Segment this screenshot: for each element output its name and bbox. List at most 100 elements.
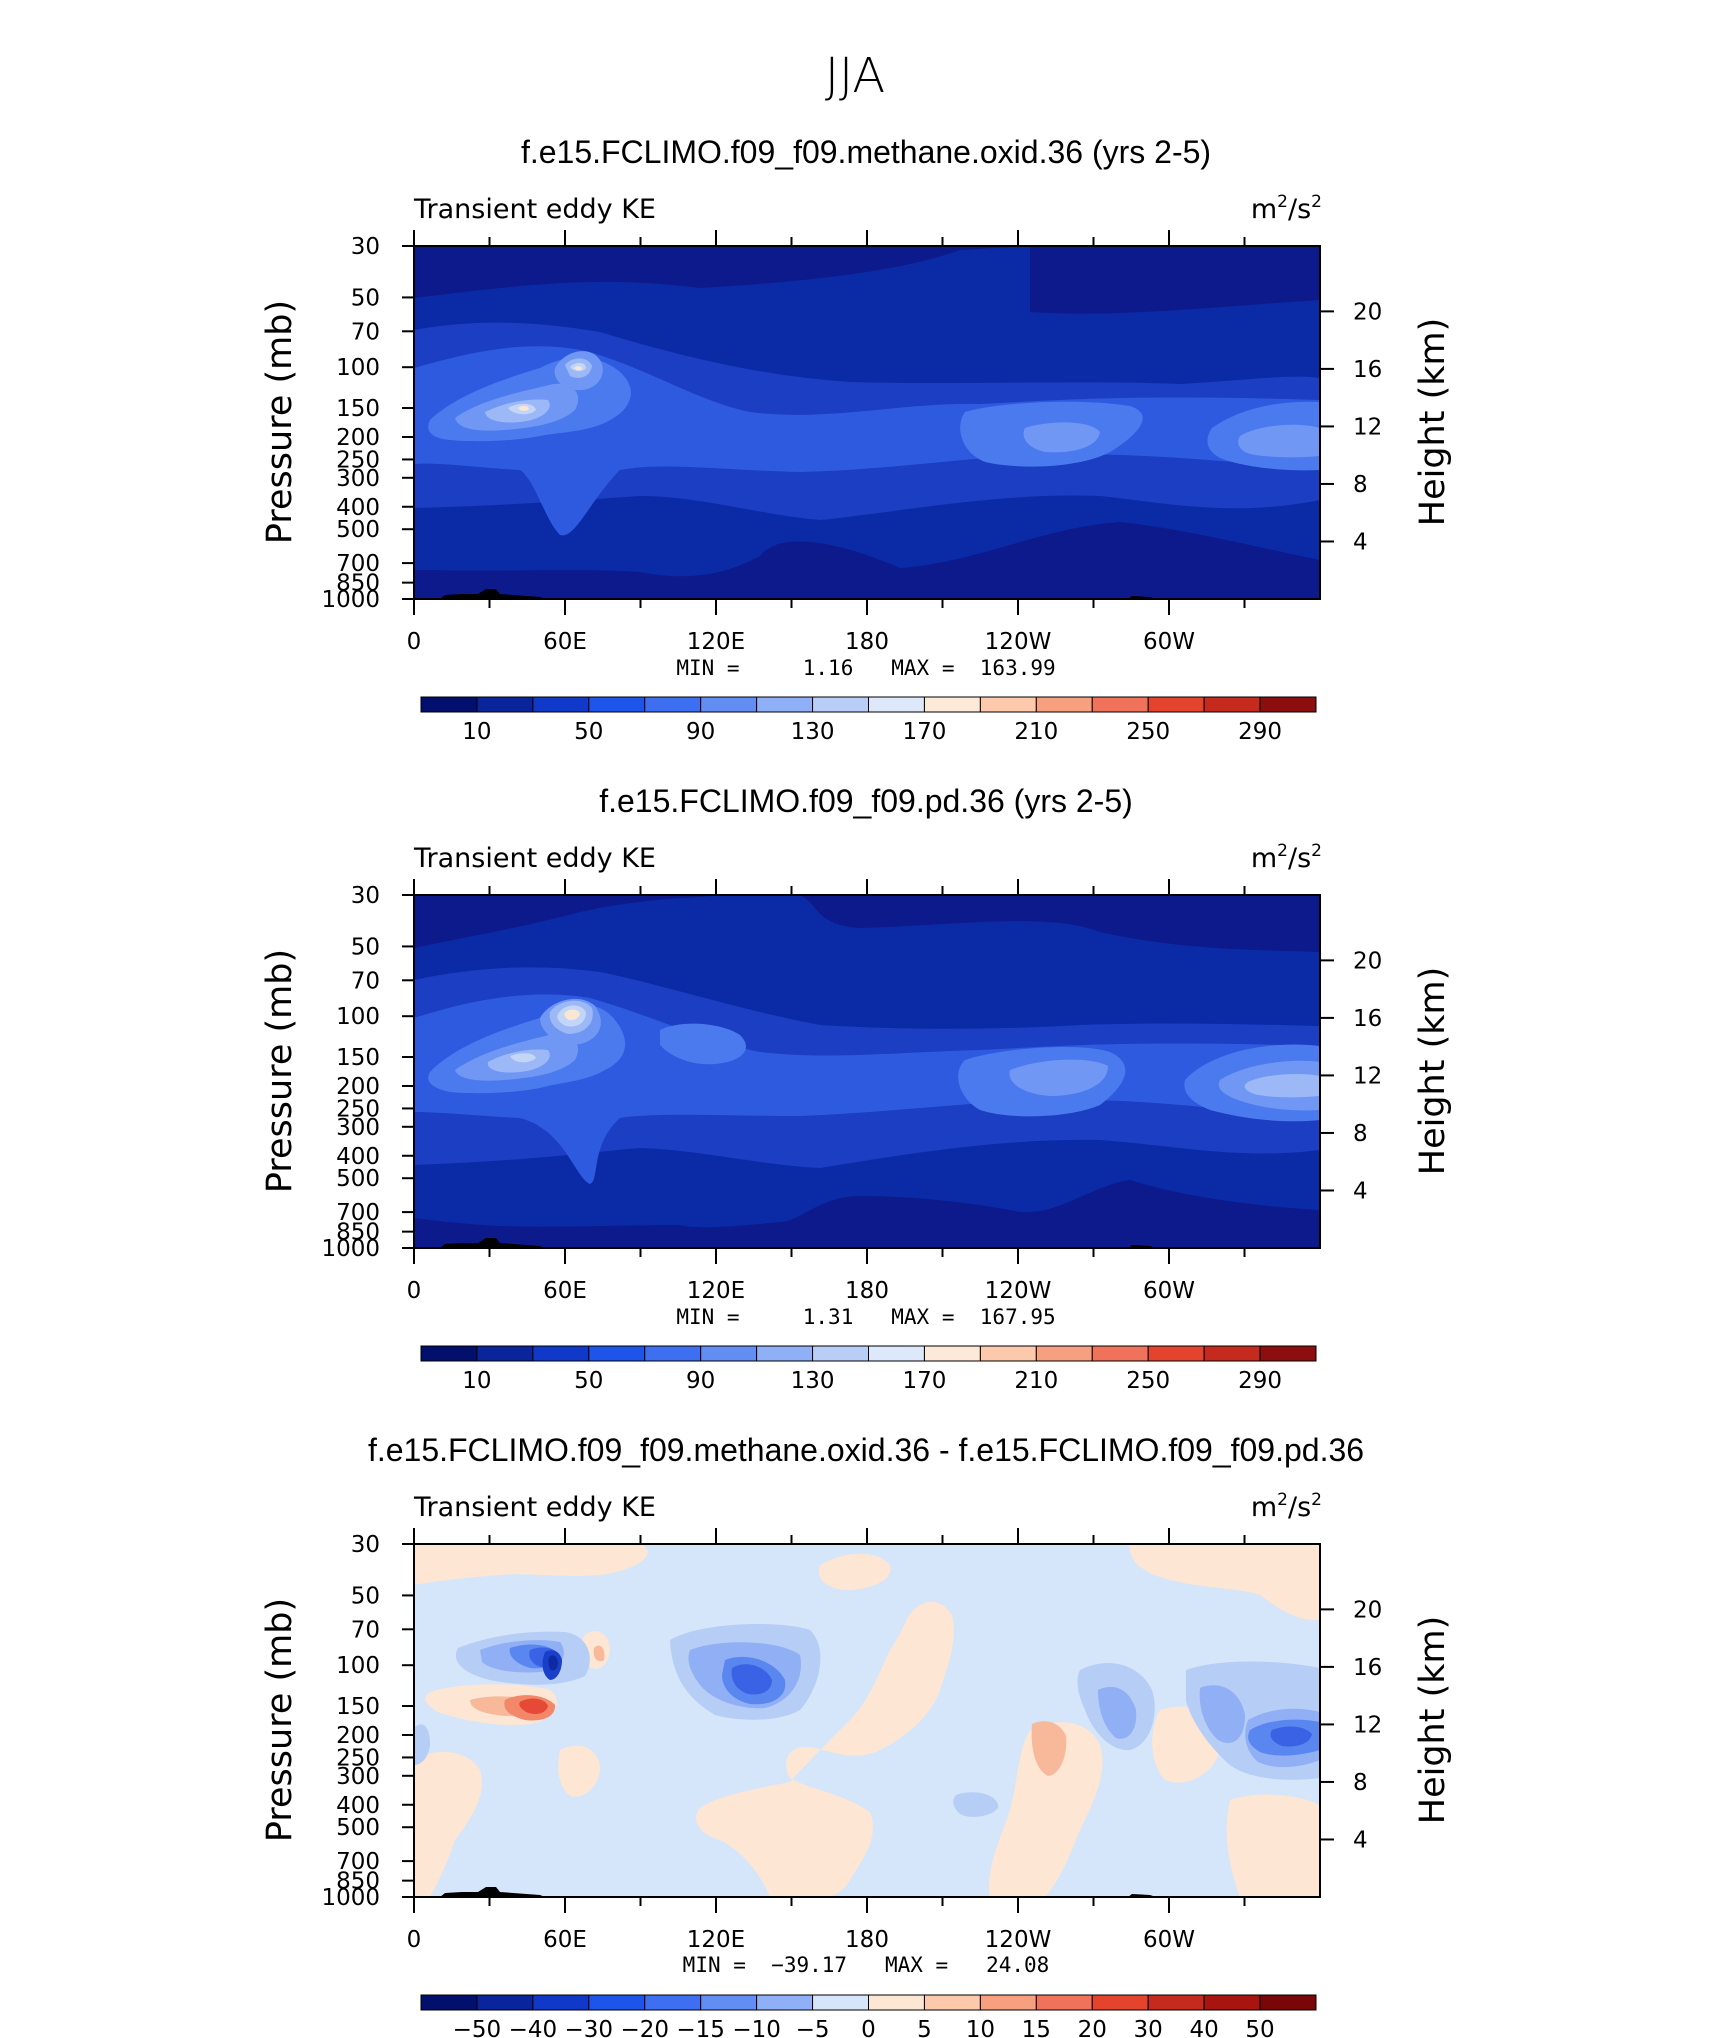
panel-3-y-right-label: Height (km) [1413, 1616, 1453, 1825]
colorbar-box [1203, 1994, 1261, 2011]
y-tick-label: 1000 [321, 1885, 380, 1911]
y-tick-label: 500 [336, 517, 380, 543]
panel-1-y-right-label: Height (km) [1413, 318, 1453, 527]
y-tick-label: 500 [336, 1815, 380, 1841]
panel-3-units-sup2: 2 [1311, 1490, 1322, 1510]
colorbar-box [420, 1345, 478, 1362]
y2-tick-label: 12 [1353, 414, 1382, 440]
colorbar-label: 40 [1189, 2017, 1218, 2038]
y2-tick-label: 4 [1353, 1178, 1368, 1204]
colorbar-label: 30 [1134, 2017, 1163, 2038]
panel-1-y-left-label: Pressure (mb) [260, 300, 300, 544]
colorbar-label: 50 [574, 1368, 603, 1394]
y-tick-label: 300 [336, 1764, 380, 1790]
panel-1-title: f.e15.FCLIMO.f09_f09.methane.oxid.36 (yr… [521, 134, 1211, 170]
x-tick-label: 60W [1143, 1278, 1195, 1304]
colorbar-label: 20 [1078, 2017, 1107, 2038]
y2-tick-label: 12 [1353, 1712, 1382, 1738]
colorbar-label: −40 [509, 2017, 558, 2038]
y2-tick-label: 8 [1353, 1770, 1368, 1796]
y-tick-label: 70 [351, 968, 380, 994]
y2-tick-label: 16 [1353, 1006, 1382, 1032]
colorbar-box [420, 1994, 478, 2011]
colorbar-box [1259, 1994, 1317, 2011]
panel-2-y-left-label: Pressure (mb) [260, 949, 300, 1193]
y2-tick-label: 8 [1353, 1121, 1368, 1147]
colorbar-label: 290 [1238, 719, 1282, 745]
y-tick-label: 250 [336, 1096, 380, 1122]
x-tick-label: 120W [985, 1927, 1052, 1953]
colorbar-label: −10 [732, 2017, 781, 2038]
y2-tick-label: 8 [1353, 472, 1368, 498]
y-tick-label: 400 [336, 1793, 380, 1819]
y-tick-label: 200 [336, 425, 380, 451]
colorbar-box [756, 696, 814, 713]
colorbar-box [923, 1345, 981, 1362]
colorbar-box [1147, 1345, 1205, 1362]
colorbar-box [476, 696, 534, 713]
colorbar-box [923, 1994, 981, 2011]
x-tick-label: 180 [845, 1927, 889, 1953]
panel-3-title: f.e15.FCLIMO.f09_f09.methane.oxid.36 - f… [368, 1432, 1364, 1468]
colorbar-label: 10 [966, 2017, 995, 2038]
y-tick-label: 250 [336, 447, 380, 473]
y-tick-label: 500 [336, 1166, 380, 1192]
colorbar-label: 90 [686, 719, 715, 745]
y-tick-label: 1000 [321, 1236, 380, 1262]
panel-1-units-base: m [1251, 194, 1277, 225]
panel-2-title: f.e15.FCLIMO.f09_f09.pd.36 (yrs 2-5) [599, 783, 1133, 819]
colorbar-box [868, 1345, 925, 1362]
y2-tick-label: 4 [1353, 529, 1368, 555]
x-tick-label: 60E [543, 629, 587, 655]
panel-3-units: m2/s2 [1251, 1490, 1322, 1523]
colorbar-box [756, 1994, 814, 2011]
y-tick-label: 300 [336, 1115, 380, 1141]
panel-2-contours [414, 895, 1320, 1248]
colorbar-label: 10 [462, 719, 491, 745]
y-tick-label: 150 [336, 396, 380, 422]
colorbar-label: 250 [1126, 719, 1170, 745]
colorbar-box [532, 1994, 590, 2011]
y2-tick-label: 20 [1353, 1597, 1382, 1623]
panel-2-units-base: m [1251, 843, 1277, 874]
colorbar-label: −5 [796, 2017, 830, 2038]
colorbar-label: 15 [1022, 2017, 1051, 2038]
colorbar-box [1203, 696, 1261, 713]
colorbar-box [979, 1994, 1037, 2011]
colorbar-label: 0 [861, 2017, 876, 2038]
colorbar-label: −15 [676, 2017, 725, 2038]
x-tick-label: 120W [985, 1278, 1052, 1304]
panel-3-units-sup1: 2 [1277, 1490, 1288, 1510]
x-tick-label: 180 [845, 629, 889, 655]
y-tick-label: 700 [336, 1200, 380, 1226]
figure-title: JJA [825, 48, 885, 104]
colorbar-label: −50 [453, 2017, 502, 2038]
colorbar-label: 250 [1126, 1368, 1170, 1394]
panel-1: f.e15.FCLIMO.f09_f09.methane.oxid.36 (yr… [260, 134, 1453, 745]
panel-2-colorbar: 10 50 90 130 170 210 250 290 [420, 1345, 1317, 1394]
x-tick-label: 180 [845, 1278, 889, 1304]
y-tick-label: 700 [336, 1849, 380, 1875]
colorbar-box [700, 696, 758, 713]
colorbar-box [1147, 1994, 1205, 2011]
panel-1-contours [414, 246, 1320, 599]
y-tick-label: 30 [351, 883, 380, 909]
colorbar-box [476, 1994, 534, 2011]
colorbar-box [979, 696, 1037, 713]
panel-3-colorbar: −50 −40 −30 −20 −15 −10 −5 0 5 10 15 20 30 40 50 [420, 1994, 1317, 2038]
y-tick-label: 150 [336, 1045, 380, 1071]
x-tick-label: 120E [687, 629, 745, 655]
panel-2: f.e15.FCLIMO.f09_f09.pd.36 (yrs 2-5) Tra… [260, 783, 1453, 1394]
panel-1-units-sup2: 2 [1311, 192, 1322, 212]
colorbar-box [1147, 696, 1205, 713]
colorbar-box [1035, 696, 1093, 713]
colorbar-box [812, 1345, 869, 1362]
x-tick-label: 120E [687, 1278, 745, 1304]
colorbar-label: 210 [1014, 1368, 1058, 1394]
colorbar-box [644, 1994, 702, 2011]
y-tick-label: 50 [351, 934, 380, 960]
colorbar-box [1091, 696, 1149, 713]
